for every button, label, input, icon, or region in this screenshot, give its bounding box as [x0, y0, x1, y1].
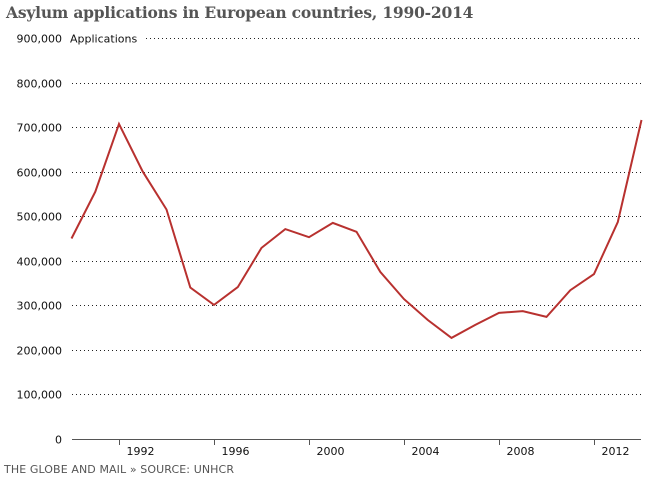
data-point: [189, 287, 191, 289]
y-axis: 0 100,000 200,000 300,000 400,000 500,000 600,…: [17, 33, 63, 447]
data-point: [403, 298, 405, 300]
data-point: [284, 228, 286, 230]
y-tick-label: 300,000: [17, 300, 63, 313]
y-tick-label: 900,000: [17, 33, 63, 46]
gridlines: [72, 38, 641, 395]
x-tick-label: 1996: [222, 445, 250, 458]
x-tick-label: 2008: [507, 445, 535, 458]
data-point: [474, 324, 476, 326]
data-point: [546, 316, 548, 318]
source-credit: THE GLOBE AND MAIL » SOURCE: UNHCR: [4, 463, 235, 476]
y-tick-label: 700,000: [17, 122, 63, 135]
data-point: [166, 209, 168, 211]
series-group: [70, 119, 643, 340]
x-tick-label: 2012: [602, 445, 630, 458]
data-point: [332, 222, 334, 224]
y-tick-label: 500,000: [17, 211, 63, 224]
data-point: [261, 247, 263, 249]
data-point: [522, 310, 524, 312]
data-point: [213, 304, 215, 306]
x-tick-label: 2000: [317, 445, 345, 458]
x-tick-label: 1992: [127, 445, 155, 458]
data-point: [308, 236, 310, 238]
data-point: [451, 337, 453, 339]
data-point: [94, 191, 96, 193]
data-point: [498, 312, 500, 314]
y-tick-label: 100,000: [17, 389, 63, 402]
y-tick-label: 400,000: [17, 256, 63, 269]
data-point: [356, 231, 358, 233]
data-point: [142, 171, 144, 173]
y-tick-label: 800,000: [17, 78, 63, 91]
data-point: [118, 123, 120, 125]
y-tick-label: 600,000: [17, 167, 63, 180]
series-line-applications: [70, 119, 643, 340]
data-point: [237, 286, 239, 288]
data-point: [617, 221, 619, 223]
data-point: [641, 119, 643, 121]
y-axis-unit-label: Applications: [70, 33, 137, 46]
data-point: [379, 271, 381, 273]
data-point: [569, 289, 571, 291]
data-point: [427, 319, 429, 321]
chart-title: Asylum applications in European countrie…: [6, 3, 474, 22]
y-tick-label: 200,000: [17, 345, 63, 358]
data-point: [593, 273, 595, 275]
x-tick-label: 2004: [412, 445, 440, 458]
x-axis: 1992 1996 2000 2004 2008 2012: [72, 439, 641, 458]
y-tick-label: 0: [55, 434, 62, 447]
data-point: [71, 238, 73, 240]
